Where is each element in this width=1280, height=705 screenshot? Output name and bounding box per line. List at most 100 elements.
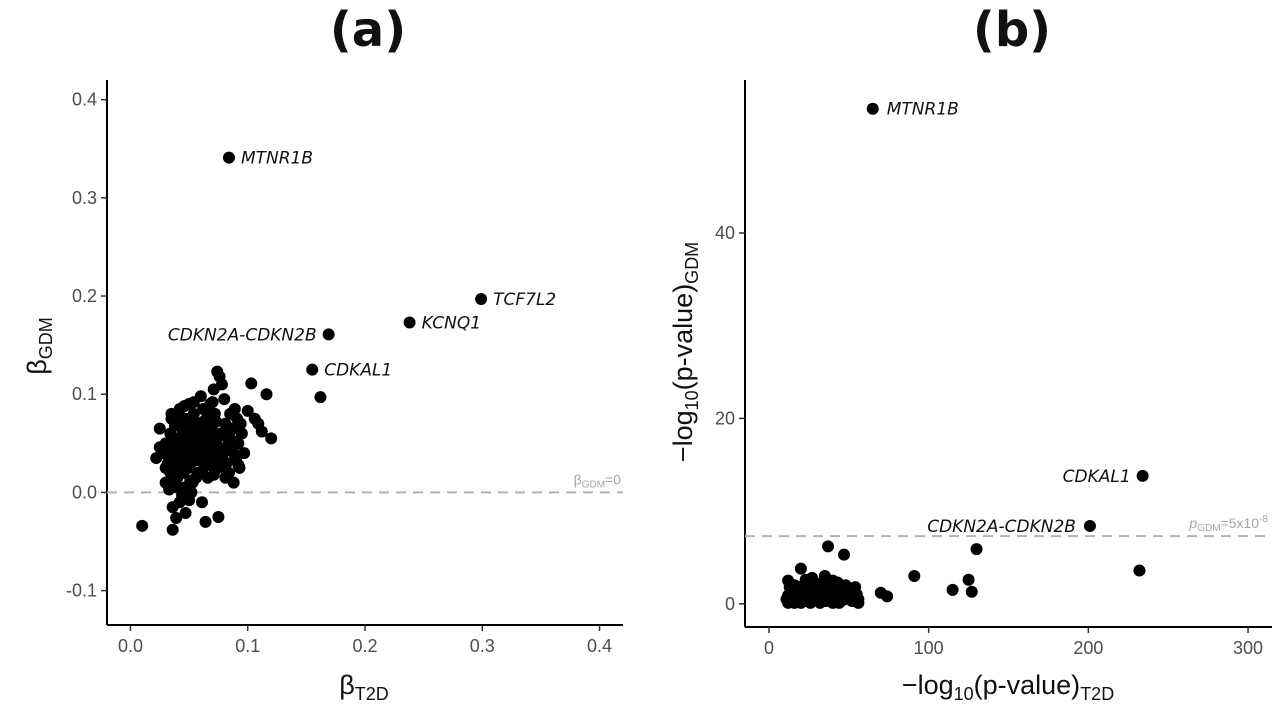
panel-b-reference-label: pGDM=5x10-8 [1188, 514, 1268, 534]
data-point [179, 456, 192, 469]
y-tick-label: 0.4 [72, 90, 97, 110]
y-tick-label: 0.3 [72, 188, 97, 208]
x-b-sub1: 10 [954, 684, 974, 704]
x-tick-label: 0.0 [118, 636, 143, 656]
x-tick-label: 300 [1233, 638, 1263, 658]
panel-b-y-ticks: 0 20 40 [715, 223, 745, 614]
data-point [806, 571, 819, 584]
data-point [224, 425, 237, 438]
gene-label: CDKN2A-CDKN2B [927, 517, 1076, 537]
data-point [153, 422, 166, 435]
labeled-point [475, 292, 488, 305]
data-point [838, 548, 851, 561]
x-b-main: −log [902, 670, 954, 700]
data-point [946, 583, 959, 596]
data-point [185, 486, 198, 499]
ref-b-sup: -8 [1259, 514, 1268, 525]
x-tick-label: 100 [914, 638, 944, 658]
data-point [206, 396, 219, 409]
data-point [173, 409, 186, 422]
data-point [210, 415, 223, 428]
y-b-sub1: 10 [682, 390, 702, 410]
data-point [238, 447, 251, 460]
labeled-point [1083, 519, 1096, 532]
x-a-sub: T2D [355, 684, 389, 704]
data-point [836, 594, 849, 607]
x-tick-label: 0.4 [587, 636, 612, 656]
y-a-main: β [22, 359, 52, 375]
ref-a-main: β [574, 471, 582, 487]
data-point [174, 466, 187, 479]
y-tick-label: 20 [715, 408, 735, 428]
data-point [207, 468, 220, 481]
ref-a-sub: GDM [582, 479, 605, 490]
data-point [232, 458, 245, 471]
data-point [1133, 564, 1146, 577]
data-point [197, 415, 210, 428]
labeled-point [403, 316, 416, 329]
data-point [241, 404, 254, 417]
panel-a-x-axis-title: βT2D [339, 670, 389, 704]
data-point [214, 453, 227, 466]
data-point [908, 570, 921, 583]
data-point [166, 523, 179, 536]
panel-a-x-ticks: 0.0 0.1 0.2 0.3 0.4 [118, 625, 612, 656]
data-point [179, 507, 192, 520]
panel-a: (a) βGDM=0 MTNR1BTCF7L2KCNQ1CDKN2A-CDKN2… [22, 2, 623, 704]
y-tick-label: 0.0 [72, 482, 97, 502]
data-point [970, 543, 983, 556]
data-point [815, 584, 828, 597]
panel-a-letter: (a) [330, 2, 406, 58]
data-point [187, 396, 200, 409]
panel-a-y-ticks: -0.1 0.0 0.1 0.2 0.3 0.4 [66, 90, 107, 601]
panel-b-x-ticks: 0 100 200 300 [764, 627, 1263, 658]
x-a-main: β [339, 670, 355, 700]
data-point [219, 471, 232, 484]
data-point [166, 501, 179, 514]
data-point [169, 419, 182, 432]
y-b-rest: (p-value) [668, 284, 698, 391]
panel-b-y-axis-title: −log10(p-value)GDM [668, 242, 702, 462]
x-b-rest: (p-value) [974, 670, 1081, 700]
panel-b: (b) pGDM=5x10-8 MTNR1BCDKAL1CDKN2A-CDKN2… [668, 2, 1272, 704]
labeled-point [306, 363, 319, 376]
y-b-sub2: GDM [682, 242, 702, 284]
data-point [136, 519, 149, 532]
data-point [215, 378, 228, 391]
x-tick-label: 0.3 [470, 636, 495, 656]
data-point [782, 596, 795, 609]
gene-label: CDKAL1 [324, 361, 392, 381]
data-point [962, 573, 975, 586]
data-point [314, 391, 327, 404]
data-point [830, 583, 843, 596]
ref-a-suffix: =0 [605, 471, 621, 487]
data-point [170, 511, 183, 524]
x-tick-label: 0 [764, 638, 774, 658]
data-point [794, 562, 807, 575]
data-point [245, 377, 258, 390]
data-point [234, 417, 247, 430]
y-tick-label: 0.1 [72, 384, 97, 404]
data-point [178, 400, 191, 413]
data-point [228, 402, 241, 415]
data-point [874, 586, 887, 599]
gene-label: TCF7L2 [493, 290, 556, 310]
data-point [183, 415, 196, 428]
ref-b-main: p [1188, 515, 1197, 531]
data-point [199, 515, 212, 528]
labeled-point [1136, 469, 1149, 482]
panel-a-reference-label: βGDM=0 [574, 471, 622, 490]
gene-label: MTNR1B [887, 100, 959, 120]
data-point [814, 596, 827, 609]
panel-a-points [136, 151, 488, 536]
data-point [195, 496, 208, 509]
data-point [265, 432, 278, 445]
x-tick-label: 0.1 [235, 636, 260, 656]
data-point [212, 510, 225, 523]
data-point [210, 431, 223, 444]
data-point [201, 405, 214, 418]
x-b-sub2: T2D [1080, 684, 1114, 704]
y-tick-label: 0.2 [72, 286, 97, 306]
panel-a-labels: MTNR1B TCF7L2 KCNQ1 CDKN2A-CDKN2B CDKAL1 [168, 149, 556, 381]
data-point [227, 447, 240, 460]
